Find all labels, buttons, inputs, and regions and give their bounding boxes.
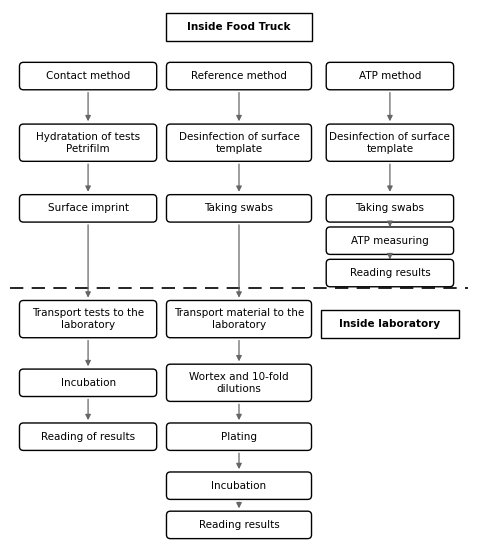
Text: Reference method: Reference method bbox=[191, 71, 287, 81]
Text: Wortex and 10-fold
dilutions: Wortex and 10-fold dilutions bbox=[189, 372, 289, 394]
Text: Transport tests to the
laboratory: Transport tests to the laboratory bbox=[32, 308, 144, 331]
Text: Reading results: Reading results bbox=[199, 520, 279, 530]
Text: Hydratation of tests
Petrifilm: Hydratation of tests Petrifilm bbox=[36, 131, 140, 154]
FancyBboxPatch shape bbox=[20, 300, 157, 338]
FancyBboxPatch shape bbox=[166, 300, 312, 338]
Text: Taking swabs: Taking swabs bbox=[356, 204, 424, 213]
Text: Reading of results: Reading of results bbox=[41, 432, 135, 442]
Text: Desinfection of surface
template: Desinfection of surface template bbox=[329, 131, 450, 154]
Text: Taking swabs: Taking swabs bbox=[205, 204, 273, 213]
FancyBboxPatch shape bbox=[20, 423, 157, 450]
FancyBboxPatch shape bbox=[166, 364, 312, 402]
Text: Transport material to the
laboratory: Transport material to the laboratory bbox=[174, 308, 304, 331]
FancyBboxPatch shape bbox=[20, 124, 157, 161]
FancyBboxPatch shape bbox=[166, 124, 312, 161]
FancyBboxPatch shape bbox=[166, 195, 312, 222]
Text: Plating: Plating bbox=[221, 432, 257, 442]
Text: Reading results: Reading results bbox=[349, 268, 430, 278]
Text: Incubation: Incubation bbox=[211, 481, 267, 491]
FancyBboxPatch shape bbox=[166, 472, 312, 499]
FancyBboxPatch shape bbox=[326, 124, 454, 161]
Text: Incubation: Incubation bbox=[61, 378, 116, 388]
FancyBboxPatch shape bbox=[166, 511, 312, 538]
FancyBboxPatch shape bbox=[20, 195, 157, 222]
FancyBboxPatch shape bbox=[326, 62, 454, 90]
FancyBboxPatch shape bbox=[326, 195, 454, 222]
FancyBboxPatch shape bbox=[166, 62, 312, 90]
FancyBboxPatch shape bbox=[326, 227, 454, 255]
FancyBboxPatch shape bbox=[20, 369, 157, 397]
Text: Surface imprint: Surface imprint bbox=[48, 204, 129, 213]
Bar bbox=[321, 310, 458, 338]
Bar bbox=[166, 13, 312, 41]
Text: ATP measuring: ATP measuring bbox=[351, 236, 429, 246]
Text: Desinfection of surface
template: Desinfection of surface template bbox=[179, 131, 299, 154]
FancyBboxPatch shape bbox=[166, 423, 312, 450]
Text: Inside laboratory: Inside laboratory bbox=[339, 319, 441, 329]
Text: Contact method: Contact method bbox=[46, 71, 130, 81]
Text: Inside Food Truck: Inside Food Truck bbox=[187, 22, 291, 32]
FancyBboxPatch shape bbox=[20, 62, 157, 90]
Text: ATP method: ATP method bbox=[358, 71, 421, 81]
FancyBboxPatch shape bbox=[326, 259, 454, 287]
